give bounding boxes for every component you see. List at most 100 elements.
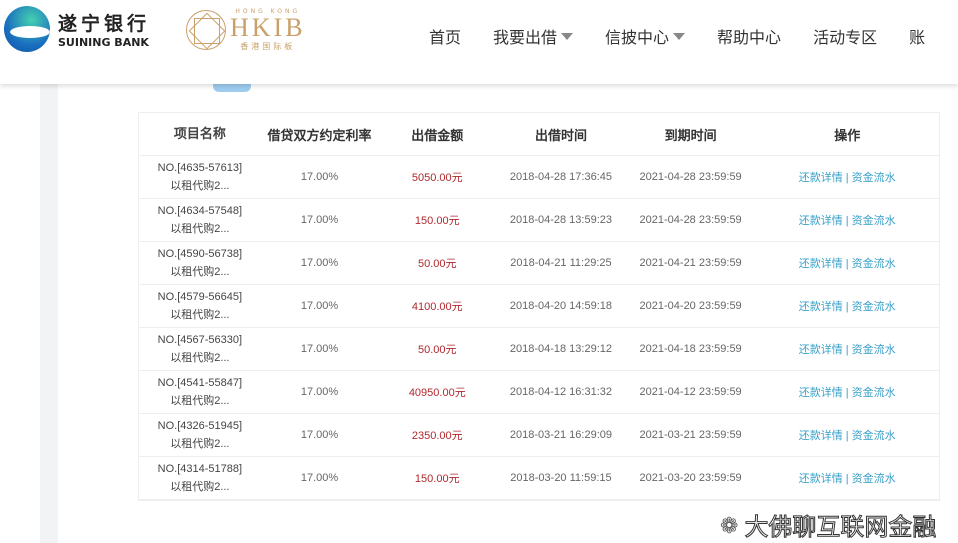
amount: 40950.00元 [408,387,466,399]
repay-details-link[interactable]: 还款详情 [798,172,843,184]
column-header: 借贷双方约定利率 [267,127,372,143]
actions: 还款详情 | 资金流水 [755,298,939,314]
repay-details-link[interactable]: 还款详情 [798,473,843,485]
lend-time: 2018-04-12 16:31:32 [509,386,613,398]
project-name[interactable]: NO.[4634-57548] 以租代购2... [139,202,261,238]
nav-item[interactable]: 我要出借 [493,24,574,48]
project-id: NO.[4579-56645] [157,291,243,303]
watermark-text: 大佛聊互联网金融 [744,513,937,542]
due-time: 2021-04-21 23:59:59 [639,257,742,269]
due-time: 2021-04-18 23:59:59 [639,343,742,355]
amount: 150.00元 [414,473,460,485]
project-title: 以租代购2... [170,352,230,364]
repay-details-link[interactable]: 还款详情 [798,258,843,270]
due-time: 2021-03-21 23:59:59 [639,429,742,441]
table-row: NO.[4590-56738] 以租代购2... 17.00% 50.00元 20… [139,242,939,285]
nav-label: 信披中心 [605,28,670,47]
rate: 17.00% [300,257,339,269]
project-id: NO.[4590-56738] [157,248,243,260]
project-title: 以租代购2... [170,395,230,407]
lend-time: 2018-04-21 11:29:25 [510,257,612,269]
nav-label: 账 [909,28,926,47]
project-id: NO.[4635-57613] [157,162,243,174]
fund-flow-link[interactable]: 资金流水 [851,387,896,399]
separator: | [845,473,849,485]
fund-flow-link[interactable]: 资金流水 [851,344,896,356]
lend-time: 2018-04-20 14:59:18 [509,300,613,312]
project-id: NO.[4326-51945] [157,420,243,432]
fund-flow-link[interactable]: 资金流水 [851,301,896,313]
table-row: NO.[4635-57613] 以租代购2... 17.00% 5050.00元 … [139,156,939,199]
left-sidebar [40,84,58,543]
fund-flow-link[interactable]: 资金流水 [851,430,896,442]
due-time: 2021-03-20 23:59:59 [639,472,742,484]
nav-item[interactable]: 信披中心 [605,24,686,48]
table-row: NO.[4634-57548] 以租代购2... 17.00% 150.00元 2… [139,199,939,242]
lend-time: 2018-03-20 11:59:15 [510,472,612,484]
project-name[interactable]: NO.[4541-55847] 以租代购2... [139,374,261,410]
due-time: 2021-04-28 23:59:59 [639,214,742,226]
rate: 17.00% [300,171,339,183]
hkib-cn-text: 香港国际板 [240,42,296,51]
actions: 还款详情 | 资金流水 [755,384,939,400]
project-name[interactable]: NO.[4590-56738] 以租代购2... [139,245,261,281]
due-time: 2021-04-28 23:59:59 [639,171,742,183]
project-id: NO.[4541-55847] [157,377,243,389]
project-name[interactable]: NO.[4567-56330] 以租代购2... [139,331,261,367]
actions: 还款详情 | 资金流水 [755,212,939,228]
column-header: 出借金额 [411,127,464,143]
table-row: NO.[4579-56645] 以租代购2... 17.00% 4100.00元 … [139,285,939,328]
repay-details-link[interactable]: 还款详情 [798,387,843,399]
actions: 还款详情 | 资金流水 [755,341,939,357]
watermark: ❁ 大佛聊互联网金融 [720,513,937,542]
repay-details-link[interactable]: 还款详情 [798,344,843,356]
project-name[interactable]: NO.[4579-56645] 以租代购2... [139,288,261,324]
project-title: 以租代购2... [170,481,230,493]
suining-bank-logo[interactable]: 遂宁银行 SUINING BANK [4,6,150,52]
repay-details-link[interactable]: 还款详情 [798,430,843,442]
bank-name-cn: 遂宁银行 [58,13,151,35]
column-header: 出借时间 [534,127,587,143]
project-name[interactable]: NO.[4326-51945] 以租代购2... [139,417,261,453]
active-tab[interactable] [213,84,251,92]
table-row: NO.[4541-55847] 以租代购2... 17.00% 40950.00元… [139,371,939,414]
actions: 还款详情 | 资金流水 [755,169,939,185]
hkib-logo[interactable]: HONG KONG HKIB 香港国际板 [186,8,306,52]
nav-item[interactable]: 首页 [429,24,461,48]
nav-item[interactable]: 帮助中心 [717,24,781,48]
lend-time: 2018-04-28 17:36:45 [509,171,613,183]
rate: 17.00% [300,214,339,226]
project-id: NO.[4567-56330] [157,334,243,346]
project-title: 以租代购2... [170,180,230,192]
table-header: 项目名称 借贷双方约定利率 出借金额 出借时间 到期时间 操作 [139,113,939,156]
fund-flow-link[interactable]: 资金流水 [851,172,896,184]
project-name[interactable]: NO.[4314-51788] 以租代购2... [139,460,261,496]
caret-down-icon [561,32,574,40]
due-time: 2021-04-20 23:59:59 [639,300,742,312]
repay-details-link[interactable]: 还款详情 [798,215,843,227]
separator: | [845,387,849,399]
actions: 还款详情 | 资金流水 [755,255,939,271]
fund-flow-link[interactable]: 资金流水 [851,258,896,270]
project-name[interactable]: NO.[4635-57613] 以租代购2... [139,159,261,195]
amount: 150.00元 [414,215,460,227]
separator: | [845,215,849,227]
project-title: 以租代购2... [170,223,230,235]
project-title: 以租代购2... [170,438,230,450]
rate: 17.00% [300,472,339,484]
nav-item[interactable]: 账 [909,24,925,48]
fund-flow-link[interactable]: 资金流水 [851,473,896,485]
lend-time: 2018-04-18 13:29:12 [509,343,613,355]
fund-flow-link[interactable]: 资金流水 [851,215,896,227]
amount: 50.00元 [417,258,457,270]
nav-label: 帮助中心 [717,28,782,47]
project-id: NO.[4634-57548] [157,205,243,217]
lending-table: 项目名称 借贷双方约定利率 出借金额 出借时间 到期时间 操作 NO.[4635-5761… [138,112,940,501]
nav-item[interactable]: 活动专区 [813,24,877,48]
amount: 2350.00元 [411,430,463,442]
repay-details-link[interactable]: 还款详情 [798,301,843,313]
caret-down-icon [673,32,686,40]
table-row: NO.[4326-51945] 以租代购2... 17.00% 2350.00元 … [139,414,939,457]
separator: | [845,172,849,184]
top-header: 遂宁银行 SUINING BANK HONG KONG HKIB 香港国际板 首… [0,0,958,84]
